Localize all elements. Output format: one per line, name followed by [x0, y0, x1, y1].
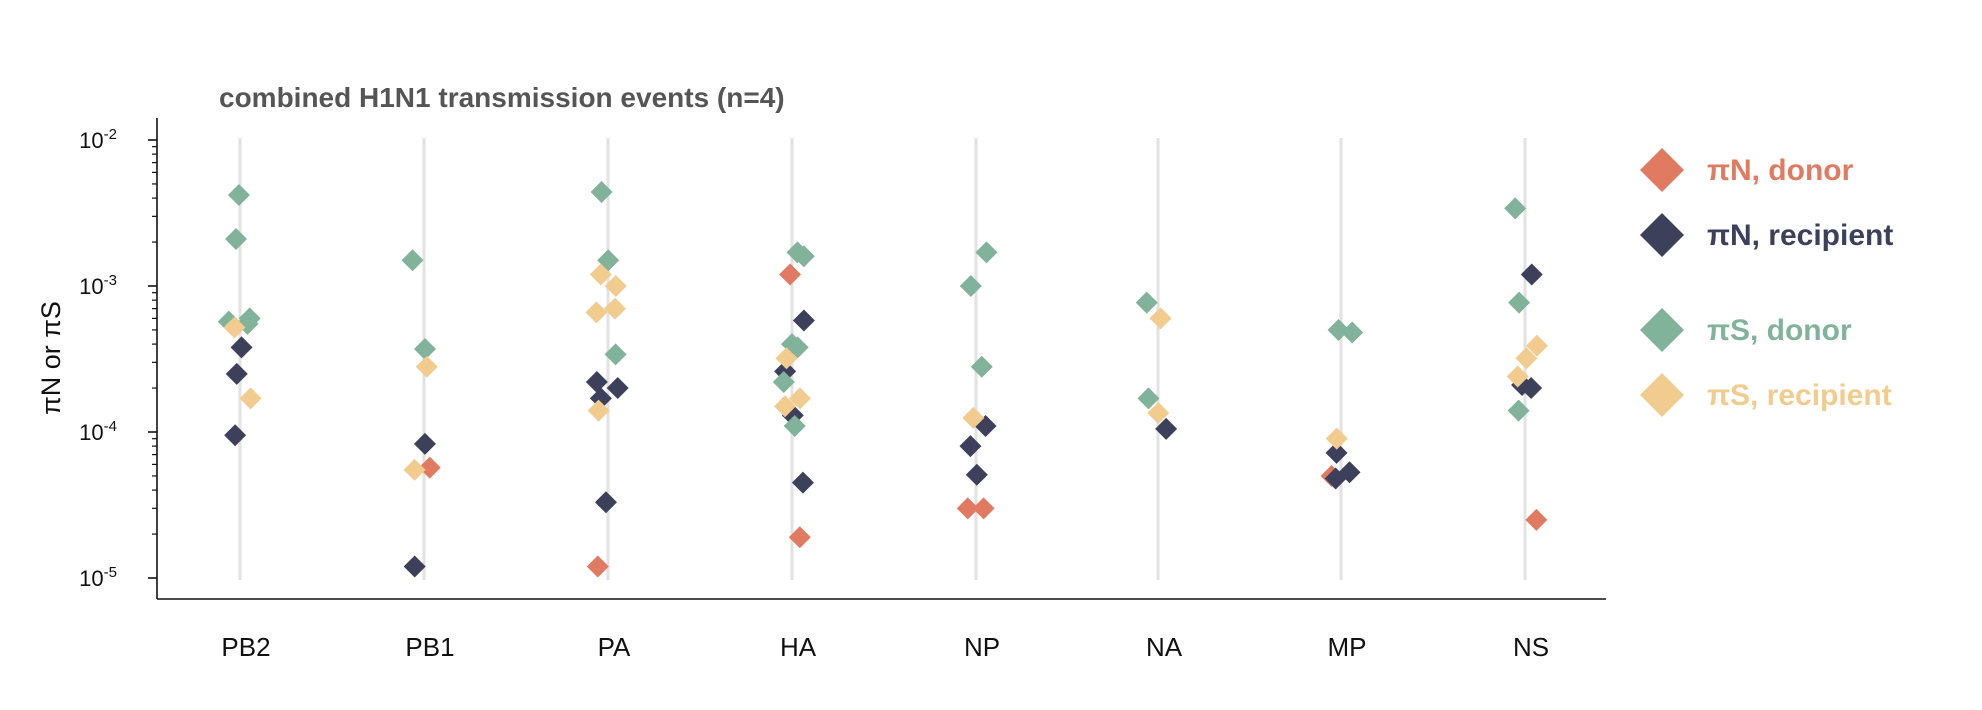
x-tick-label-na: NA: [1146, 632, 1183, 662]
point-2-na: [1135, 291, 1158, 314]
point-3-pb1: [403, 458, 426, 481]
point-1-mp: [1325, 441, 1348, 464]
point-1-ha: [791, 471, 814, 494]
legend-marker-3: [1640, 373, 1684, 417]
point-1-pa: [606, 377, 629, 400]
legend-label-1: πN, recipient: [1707, 219, 1893, 252]
x-tick-label-mp: MP: [1328, 632, 1367, 662]
point-3-na: [1149, 307, 1172, 330]
legend-label-2: πS, donor: [1707, 314, 1852, 347]
point-3-pa: [589, 263, 612, 286]
point-1-pb1: [413, 432, 436, 455]
point-0-pb1: [418, 456, 441, 479]
point-1-pa: [585, 371, 608, 394]
point-3-pb2: [223, 316, 246, 339]
point-2-pa: [604, 343, 627, 366]
chart-title: combined H1N1 transmission events (n=4): [219, 82, 785, 113]
point-1-na: [1155, 417, 1178, 440]
point-2-ha: [792, 245, 815, 268]
point-2-ns: [1507, 399, 1530, 422]
point-2-np: [970, 355, 993, 378]
axes: [156, 118, 1606, 600]
point-3-pa: [587, 399, 610, 422]
point-1-pa: [594, 491, 617, 514]
point-3-ha: [774, 395, 797, 418]
point-2-ha: [772, 371, 795, 394]
y-tick-label: 10-4: [79, 418, 117, 445]
point-1-ns: [1520, 377, 1543, 400]
legend-marker-0: [1640, 148, 1684, 192]
x-ticks: PB2 PB1 PA HA NP NA MP NS: [221, 632, 1549, 662]
point-2-pb1: [401, 249, 424, 272]
point-2-mp: [1341, 321, 1364, 344]
point-2-pb1: [413, 338, 436, 361]
point-0-ns: [1525, 508, 1548, 531]
point-1-ns: [1520, 263, 1543, 286]
point-3-ns: [1506, 365, 1529, 388]
point-2-np: [959, 275, 982, 297]
point-3-pa: [585, 301, 608, 324]
point-0-np: [972, 497, 995, 520]
point-3-pa: [603, 297, 626, 320]
legend-label-3: πS, recipient: [1707, 379, 1892, 412]
point-2-pb2: [227, 184, 250, 207]
legend-label-0: πN, donor: [1707, 154, 1854, 187]
point-1-np: [965, 463, 988, 486]
point-2-na: [1137, 387, 1160, 410]
point-3-mp: [1325, 427, 1348, 450]
y-tick-label: 10-3: [79, 272, 117, 299]
point-3-pa: [604, 275, 627, 297]
y-ticks: 10-5 10-4 10-3 10-2: [79, 126, 157, 591]
point-1-ha: [792, 309, 815, 332]
x-tick-label-ns: NS: [1513, 632, 1549, 662]
point-1-pb2: [225, 362, 248, 385]
point-2-mp: [1327, 318, 1350, 341]
y-axis-label: πN or πS: [36, 301, 66, 415]
x-tick-label-pb2: PB2: [221, 632, 270, 662]
x-tick-label-np: NP: [964, 632, 1000, 662]
point-3-ns: [1515, 347, 1538, 370]
point-3-pb1: [415, 355, 438, 378]
point-2-pb2: [225, 227, 248, 250]
point-1-pb2: [230, 336, 253, 359]
point-3-pb2: [239, 387, 262, 410]
legend-marker-1: [1640, 213, 1684, 257]
point-2-ha: [786, 336, 809, 359]
point-2-pa: [590, 181, 613, 204]
point-0-ha: [788, 526, 811, 549]
point-2-np: [975, 241, 998, 264]
legend-marker-2: [1640, 308, 1684, 352]
point-0-ha: [779, 263, 802, 286]
x-tick-label-ha: HA: [780, 632, 817, 662]
point-2-ns: [1508, 291, 1531, 314]
point-0-np: [956, 497, 979, 520]
point-3-ha: [788, 387, 811, 410]
point-3-np: [962, 406, 985, 429]
y-tick-label: 10-5: [79, 564, 117, 591]
point-2-ns: [1504, 197, 1527, 220]
y-tick-label: 10-2: [79, 126, 117, 153]
x-tick-label-pb1: PB1: [405, 632, 454, 662]
category-gridlines: [238, 138, 1527, 580]
point-3-ha: [775, 347, 798, 370]
point-1-pb2: [224, 424, 247, 447]
point-1-np: [959, 435, 982, 458]
x-tick-label-pa: PA: [598, 632, 631, 662]
point-3-ns: [1525, 334, 1548, 357]
legend: πN, donor πN, recipient πS, donor πS, recip…: [1640, 148, 1893, 417]
point-2-ha: [783, 414, 806, 437]
data-points: [217, 181, 1548, 578]
point-3-na: [1147, 401, 1170, 424]
point-1-mp: [1324, 467, 1347, 490]
point-1-pb1: [403, 555, 426, 578]
point-0-pa: [586, 555, 609, 578]
